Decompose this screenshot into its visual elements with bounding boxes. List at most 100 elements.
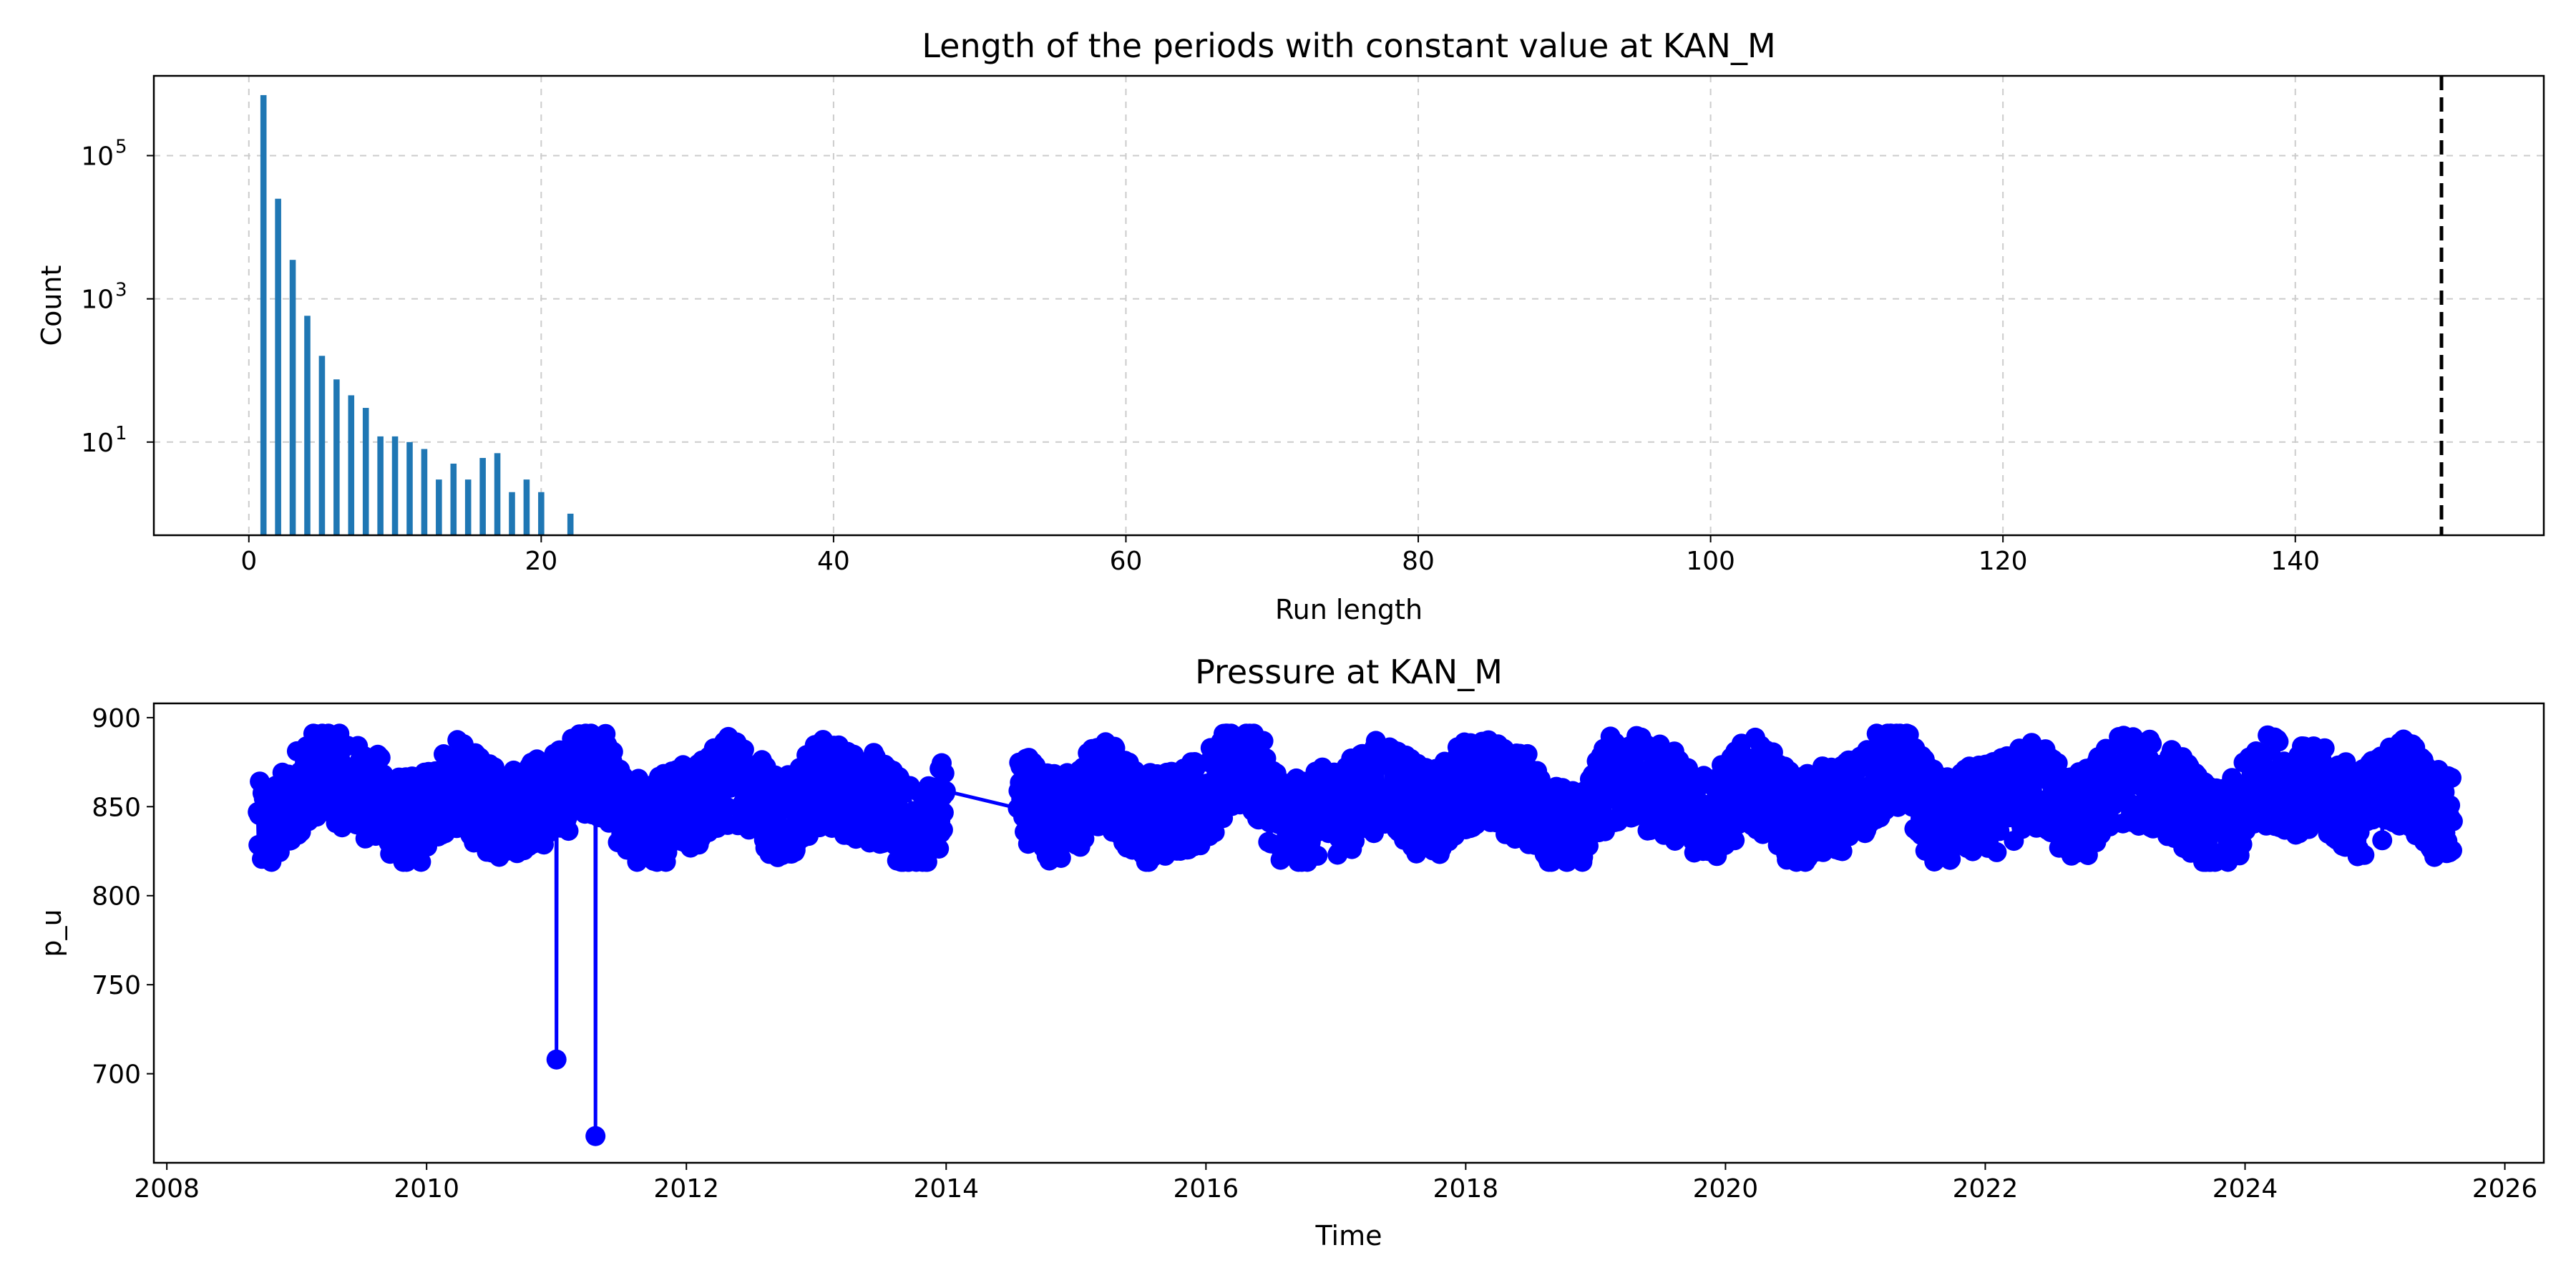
pressure-y-label: p_u	[36, 909, 67, 957]
pressure-point	[2268, 731, 2289, 752]
run-length-bar	[289, 260, 296, 535]
run-length-x-tick-label: 120	[1979, 547, 2028, 576]
pressure-point	[935, 781, 956, 801]
run-length-bar	[464, 479, 472, 535]
run-length-bar	[304, 316, 311, 535]
pressure-point	[370, 747, 391, 768]
pressure-point	[2372, 830, 2393, 851]
pressure-x-tick-label: 2008	[134, 1174, 200, 1204]
run-length-panel: Length of the periods with constant valu…	[36, 26, 2545, 625]
pressure-x-tick-label: 2018	[1433, 1174, 1499, 1204]
pressure-y-tick-label: 800	[92, 882, 141, 912]
run-length-y-tick-label: 10	[81, 429, 114, 458]
run-length-bar	[436, 479, 442, 535]
run-length-bar	[333, 379, 340, 535]
run-length-bar	[260, 94, 267, 536]
pressure-x-tick-label: 2014	[913, 1174, 979, 1204]
pressure-x-tick-label: 2010	[394, 1174, 459, 1204]
pressure-point	[1579, 836, 1599, 857]
pressure-y-tick-label: 700	[92, 1060, 141, 1090]
pressure-x-ticks: 2008 2010 2012 2014 2016 2018 2020 2022 2024 2026	[134, 1163, 2537, 1204]
run-length-x-tick-label: 100	[1686, 547, 1735, 576]
run-length-bar	[479, 457, 486, 535]
pressure-point	[933, 802, 954, 823]
run-length-x-tick-label: 20	[525, 547, 557, 576]
pressure-point	[2314, 738, 2335, 758]
pressure-point	[932, 819, 953, 840]
pressure-point	[1986, 841, 2007, 862]
pressure-point	[2442, 840, 2462, 861]
pressure-x-tick-label: 2016	[1174, 1174, 1239, 1204]
pressure-point	[546, 1049, 567, 1070]
run-length-bar	[406, 441, 413, 535]
run-length-y-tick-exponent: 5	[115, 136, 127, 157]
pressure-point	[1307, 845, 1328, 866]
run-length-title: Length of the periods with constant valu…	[922, 26, 1775, 65]
run-length-y-label: Count	[36, 265, 67, 346]
run-length-x-tick-label: 80	[1402, 547, 1435, 576]
pressure-point	[2354, 844, 2375, 865]
pressure-point	[917, 852, 937, 872]
pressure-x-tick-label: 2026	[2472, 1174, 2538, 1204]
run-length-bar	[509, 492, 515, 535]
pressure-x-tick-label: 2020	[1693, 1174, 1759, 1204]
run-length-bar	[318, 356, 326, 535]
run-length-bar	[421, 449, 428, 535]
pressure-x-label: Time	[1315, 1220, 1382, 1252]
pressure-point	[2442, 811, 2463, 831]
pressure-point	[602, 741, 623, 762]
run-length-y-tick-exponent: 3	[115, 280, 127, 301]
pressure-point	[2441, 768, 2462, 788]
pressure-point	[733, 739, 754, 760]
pressure-point	[558, 821, 579, 841]
pressure-point	[2418, 798, 2439, 819]
run-length-y-tick-label: 10	[81, 286, 114, 315]
pressure-point	[620, 815, 640, 836]
run-length-x-tick-label: 0	[240, 547, 257, 576]
pressure-point	[1253, 731, 1274, 751]
run-length-bar	[450, 463, 457, 535]
run-length-bar	[362, 408, 369, 535]
pressure-point	[411, 852, 431, 872]
pressure-point	[1724, 830, 1745, 851]
run-length-x-label: Run length	[1275, 594, 1423, 625]
run-length-bar	[275, 198, 281, 535]
pressure-point	[1517, 743, 1538, 764]
pressure-point	[934, 763, 955, 784]
run-length-bar	[348, 395, 355, 535]
run-length-x-tick-label: 140	[2270, 547, 2320, 576]
pressure-point	[929, 839, 950, 859]
run-length-bar	[567, 513, 574, 535]
pressure-axes-frame	[152, 702, 2545, 1164]
pressure-y-tick-label: 900	[92, 704, 141, 733]
run-length-x-tick-label: 60	[1110, 547, 1143, 576]
pressure-y-ticks: 700 750 800 850 900	[92, 704, 154, 1090]
pressure-series	[248, 723, 2463, 1146]
pressure-title: Pressure at KAN_M	[1195, 653, 1503, 691]
pressure-point	[1354, 769, 1375, 789]
run-length-bar	[538, 492, 545, 535]
pressure-point	[1530, 769, 1551, 789]
pressure-point	[1941, 849, 1961, 869]
pressure-y-tick-label: 850	[92, 793, 141, 822]
pressure-y-tick-label: 750	[92, 971, 141, 1000]
pressure-x-tick-label: 2012	[653, 1174, 719, 1204]
pressure-point	[585, 1126, 606, 1146]
pressure-point	[1832, 841, 1853, 862]
run-length-bars	[260, 94, 574, 536]
pressure-x-tick-label: 2024	[2212, 1174, 2278, 1204]
run-length-y-tick-label: 10	[81, 142, 114, 171]
pressure-point	[1221, 723, 1241, 744]
run-length-x-ticks: 0 20 40 60 80 100 120 140	[240, 535, 2320, 576]
pressure-point	[2142, 733, 2162, 754]
pressure-point	[1678, 758, 1698, 779]
run-length-bar	[391, 436, 399, 535]
run-length-x-tick-label: 40	[817, 547, 850, 576]
run-length-bar	[494, 453, 501, 535]
pressure-panel: Pressure at KAN_M 2008 2010 2012 2014 2016 20…	[36, 653, 2545, 1252]
pressure-x-tick-label: 2022	[1953, 1174, 2019, 1204]
run-length-bar	[523, 479, 530, 535]
